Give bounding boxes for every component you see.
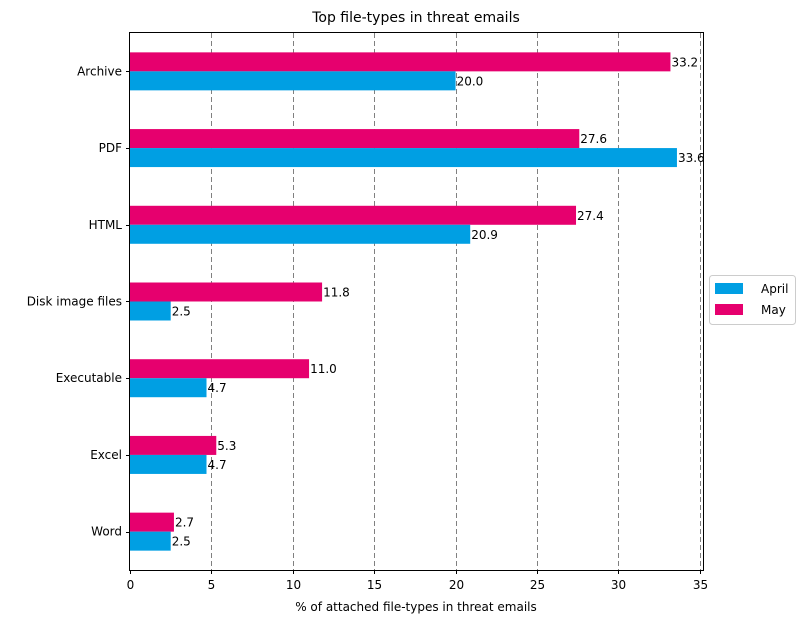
data-label-may: 2.7 bbox=[175, 516, 194, 530]
bar-april-2 bbox=[130, 224, 471, 244]
y-tick-label: PDF bbox=[99, 141, 122, 155]
x-tick-label: 30 bbox=[611, 578, 626, 592]
legend-label-may: May bbox=[761, 303, 786, 317]
data-label-may: 27.4 bbox=[577, 209, 604, 223]
legend-swatch-april bbox=[715, 283, 743, 294]
x-ticks: 0 5 10 15 20 25 30 35 bbox=[127, 570, 708, 592]
x-tick-label: 10 bbox=[286, 578, 301, 592]
data-label-may: 11.8 bbox=[323, 286, 350, 300]
bars bbox=[130, 52, 677, 551]
data-label-april: 20.9 bbox=[471, 228, 498, 242]
legend-label-april: April bbox=[761, 282, 788, 296]
x-tick-label: 20 bbox=[449, 578, 464, 592]
bar-may-4 bbox=[130, 359, 310, 379]
bar-may-1 bbox=[130, 129, 580, 149]
data-label-april: 2.5 bbox=[172, 535, 191, 549]
data-labels: 33.2 20.0 27.6 33.6 27.4 20.9 11.8 2.5 11.0 4.7 5.… bbox=[172, 55, 705, 548]
bar-may-2 bbox=[130, 205, 577, 225]
y-tick-label: Word bbox=[91, 525, 122, 539]
bar-april-4 bbox=[130, 378, 207, 398]
bar-april-5 bbox=[130, 454, 207, 474]
y-tick-label: Archive bbox=[77, 64, 122, 78]
y-tick-label: Excel bbox=[90, 448, 122, 462]
x-tick-label: 25 bbox=[530, 578, 545, 592]
data-label-may: 27.6 bbox=[580, 132, 607, 146]
x-axis-label: % of attached file-types in threat email… bbox=[295, 600, 537, 614]
bar-april-0 bbox=[130, 71, 456, 91]
data-label-april: 2.5 bbox=[172, 305, 191, 319]
bar-may-3 bbox=[130, 282, 323, 302]
data-label-april: 20.0 bbox=[457, 74, 484, 88]
data-label-april: 4.7 bbox=[208, 381, 227, 395]
legend: April May bbox=[709, 275, 796, 325]
y-tick-label: HTML bbox=[89, 218, 123, 232]
x-tick-label: 35 bbox=[693, 578, 708, 592]
data-label-may: 33.2 bbox=[671, 55, 698, 69]
data-label-may: 11.0 bbox=[310, 362, 337, 376]
bar-may-0 bbox=[130, 52, 671, 72]
data-label-april: 4.7 bbox=[208, 458, 227, 472]
x-tick-label: 5 bbox=[208, 578, 216, 592]
y-tick-label: Executable bbox=[56, 371, 122, 385]
y-tick-label: Disk image files bbox=[27, 295, 122, 309]
bar-may-6 bbox=[130, 512, 174, 532]
bar-april-6 bbox=[130, 531, 171, 551]
y-ticks: Archive PDF HTML Disk image files Executable… bbox=[27, 64, 130, 539]
data-label-may: 5.3 bbox=[217, 439, 236, 453]
bar-may-5 bbox=[130, 435, 217, 455]
data-label-april: 33.6 bbox=[678, 151, 705, 165]
x-tick-label: 0 bbox=[127, 578, 135, 592]
bar-april-1 bbox=[130, 148, 677, 168]
bar-april-3 bbox=[130, 301, 171, 321]
x-tick-label: 15 bbox=[367, 578, 382, 592]
legend-swatch-may bbox=[715, 304, 743, 315]
chart-title: Top file-types in threat emails bbox=[311, 10, 520, 26]
